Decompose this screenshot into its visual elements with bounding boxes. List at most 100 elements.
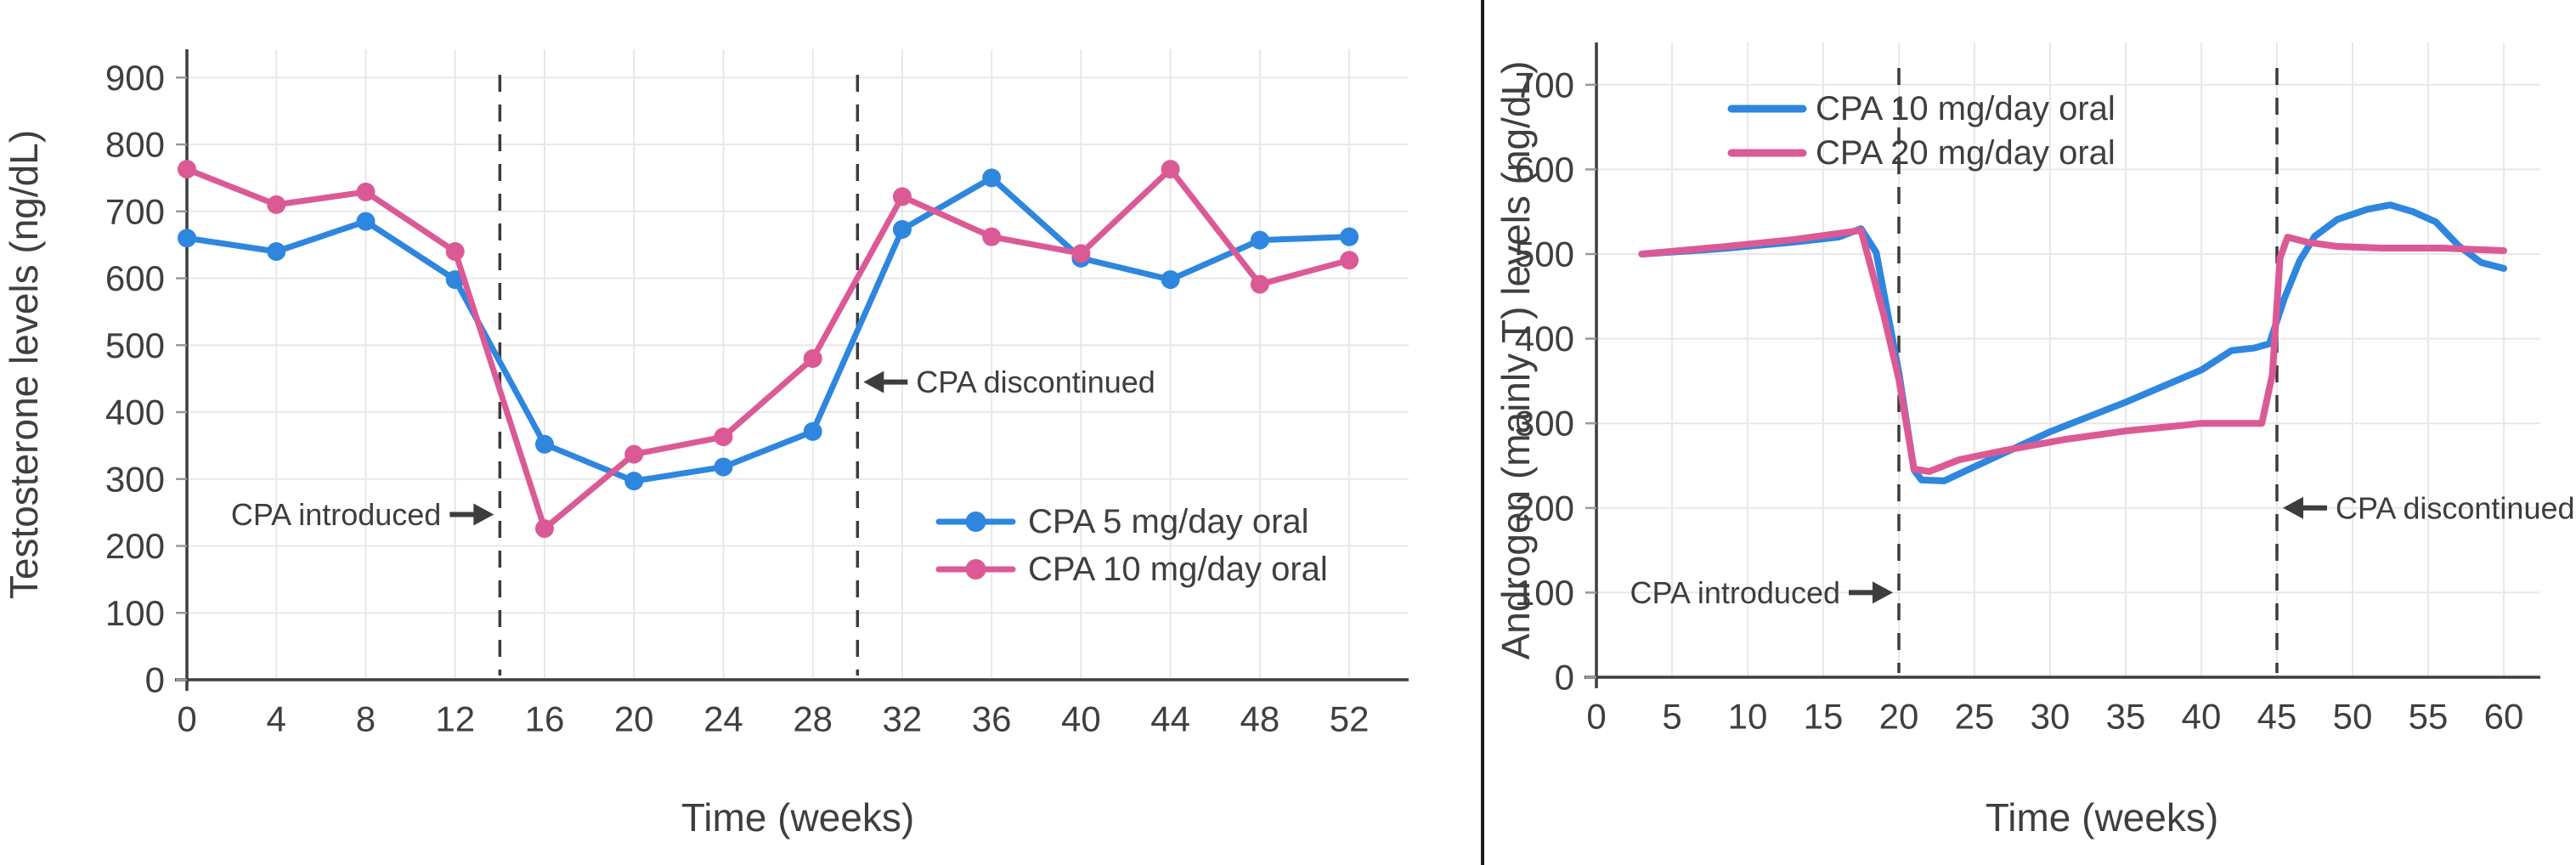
data-point	[1340, 251, 1359, 270]
spines-right	[1585, 42, 2540, 688]
x-tick-label: 4	[267, 699, 286, 739]
legend-label: CPA 5 mg/day oral	[1028, 503, 1309, 540]
x-tick-label: 40	[1061, 699, 1101, 739]
data-point	[714, 457, 733, 477]
y-tick-label: 700	[105, 191, 165, 231]
x-tick-label: 35	[2106, 697, 2146, 737]
data-point	[178, 160, 196, 179]
data-point	[356, 182, 376, 201]
x-tick-label: 28	[793, 699, 833, 739]
y-tick-label: 500	[105, 325, 165, 365]
annotation-label: CPA introduced	[1630, 575, 1840, 610]
x-tick-label: 20	[1879, 697, 1919, 737]
y-tick-label: 800	[105, 125, 165, 165]
x-tick-label: 10	[1728, 697, 1768, 737]
series-line-cpa-10-mg-day-oral	[184, 166, 1353, 532]
y-tick-label: 100	[105, 593, 165, 633]
y-tick-label: 200	[105, 526, 165, 566]
x-tick-label: 60	[2484, 697, 2524, 737]
data-point	[624, 444, 644, 464]
series-line-cpa-20-mg-day-oral	[1638, 227, 2507, 475]
y-axis-title-left: Testosterone levels (ng/dL)	[2, 130, 46, 599]
data-point	[356, 212, 376, 231]
x-tick-label: 16	[525, 699, 565, 739]
series-line-cpa-10-mg-day-oral	[1638, 201, 2507, 484]
data-point	[534, 434, 554, 454]
x-tick-label: 48	[1240, 699, 1280, 739]
data-point	[803, 421, 822, 441]
data-point	[445, 242, 465, 261]
x-axis-title-right: Time (weeks)	[1986, 795, 2218, 840]
spines-left	[175, 49, 1409, 691]
x-tick-label: 30	[2031, 697, 2070, 737]
arrow-right-icon	[473, 503, 494, 526]
legend-left: CPA 5 mg/day oral CPA 10 mg/day oral	[935, 503, 1328, 588]
ticks-right: 0 100 200 300 400 500 600 700 0 5 10 15 20 25 30 35 40 45…	[1515, 65, 2523, 736]
data-point	[982, 227, 1002, 246]
data-point	[803, 349, 822, 368]
y-tick-label: 600	[1515, 150, 1574, 189]
annotations-right: CPA introduced CPA discontinued	[1630, 490, 2575, 610]
legend-label: CPA 10 mg/day oral	[1816, 90, 2116, 127]
annotation-label: CPA discontinued	[2336, 490, 2575, 525]
x-tick-label: 8	[356, 699, 376, 739]
x-tick-label: 32	[883, 699, 923, 739]
legend-marker-dot	[965, 512, 986, 532]
y-tick-label: 300	[105, 459, 165, 499]
y-tick-label: 400	[105, 393, 165, 432]
x-tick-label: 0	[1586, 697, 1606, 737]
x-tick-label: 45	[2257, 697, 2297, 737]
x-tick-label: 50	[2333, 697, 2373, 737]
data-point	[534, 519, 554, 539]
x-tick-label: 52	[1330, 699, 1370, 739]
data-point	[1250, 274, 1269, 294]
data-point	[178, 229, 196, 248]
x-tick-label: 40	[2182, 697, 2222, 737]
annotation-label: CPA discontinued	[916, 365, 1155, 399]
data-point	[624, 472, 644, 491]
legend-label: CPA 20 mg/day oral	[1816, 134, 2116, 172]
x-tick-label: 0	[177, 699, 196, 739]
arrow-left-icon	[2283, 496, 2303, 519]
data-point	[1250, 230, 1269, 250]
x-tick-label: 5	[1662, 697, 1681, 737]
x-tick-label: 25	[1955, 697, 1995, 737]
series-line-cpa-5-mg-day-oral	[184, 174, 1353, 484]
x-tick-label: 15	[1804, 697, 1844, 737]
x-tick-label: 24	[703, 699, 743, 739]
annotation-label: CPA introduced	[231, 497, 441, 532]
legend-marker-dot	[965, 559, 986, 579]
y-tick-label: 200	[1515, 488, 1574, 528]
y-tick-label: 600	[105, 258, 165, 298]
data-point	[1071, 244, 1091, 263]
y-tick-label: 400	[1515, 319, 1574, 359]
y-tick-label: 900	[105, 58, 165, 98]
y-tick-label: 300	[1515, 404, 1574, 444]
data-point	[982, 168, 1002, 188]
arrow-left-icon	[863, 370, 884, 393]
x-tick-label: 36	[972, 699, 1012, 739]
x-tick-label: 55	[2409, 697, 2449, 737]
x-tick-label: 20	[614, 699, 654, 739]
y-tick-label: 0	[145, 660, 165, 700]
y-tick-label: 0	[1555, 658, 1574, 698]
y-tick-label: 700	[1515, 65, 1574, 105]
arrow-right-icon	[1873, 581, 1893, 604]
data-point	[267, 242, 286, 261]
data-point	[892, 187, 912, 206]
data-point	[892, 220, 912, 240]
x-axis-title-left: Time (weeks)	[681, 795, 914, 840]
series-right	[1638, 201, 2507, 484]
y-tick-label: 100	[1515, 573, 1574, 613]
x-tick-label: 12	[435, 699, 475, 739]
legend-right: CPA 10 mg/day oral CPA 20 mg/day oral	[1727, 90, 2116, 172]
data-point	[267, 195, 286, 214]
data-point	[714, 427, 733, 447]
x-tick-label: 44	[1150, 699, 1190, 739]
data-point	[1340, 227, 1359, 246]
y-axis-title-right: Androgen (mainly T) levels (ng/dL)	[1494, 61, 1538, 660]
annotations-left: CPA introduced CPA discontinued	[231, 365, 1155, 532]
